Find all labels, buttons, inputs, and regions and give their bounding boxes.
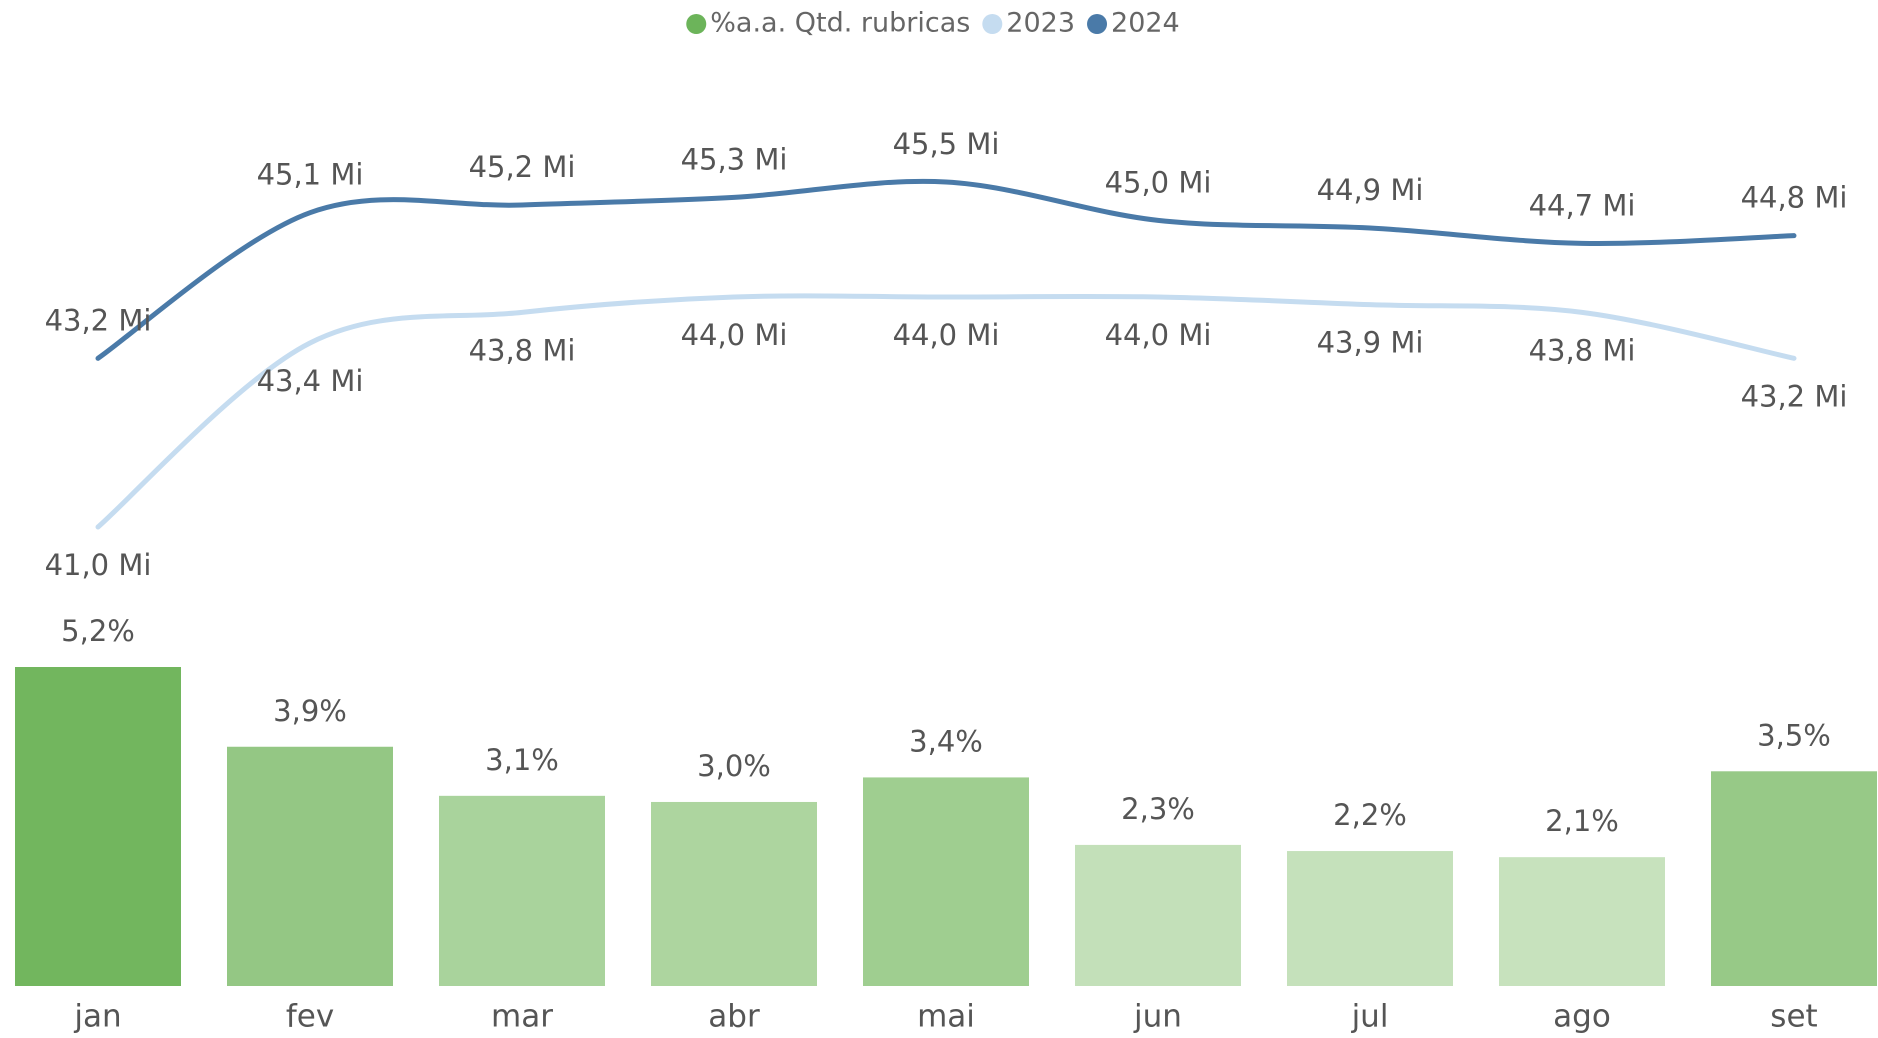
x-tick-label: abr — [708, 999, 760, 1035]
data-label: 2,2% — [1333, 798, 1407, 832]
line — [95, 178, 1797, 361]
data-label: 41,0 Mi — [45, 548, 152, 582]
legend-label: %a.a. Qtd. rubricas — [710, 8, 970, 39]
x-tick-label: mai — [917, 999, 975, 1035]
data-label: 3,4% — [909, 724, 983, 758]
x-tick-label: jan — [73, 999, 121, 1035]
legend-item: %a.a. Qtd. rubricas — [686, 8, 970, 39]
legend-marker — [686, 14, 707, 34]
bar — [1287, 851, 1453, 986]
data-label: 43,2 Mi — [45, 303, 152, 337]
legend: %a.a. Qtd. rubricas 2023 2024 — [686, 8, 1180, 39]
bar — [15, 667, 181, 986]
x-tick-label: fev — [286, 999, 334, 1035]
data-label: 44,0 Mi — [681, 318, 788, 352]
data-label: 44,0 Mi — [893, 318, 1000, 352]
data-label: 45,3 Mi — [681, 142, 788, 176]
data-label: 3,5% — [1757, 718, 1831, 752]
data-label: 43,4 Mi — [257, 364, 364, 398]
legend-label: 2023 — [1006, 8, 1075, 39]
data-label: 43,9 Mi — [1317, 326, 1424, 360]
data-label: 44,0 Mi — [1105, 318, 1212, 352]
bar — [227, 746, 393, 986]
data-label: 43,8 Mi — [1529, 333, 1636, 367]
bar — [1711, 771, 1877, 986]
data-label: 3,0% — [697, 749, 771, 783]
legend-label: 2024 — [1111, 8, 1180, 39]
bar — [1499, 857, 1665, 986]
data-label: 43,8 Mi — [469, 333, 576, 367]
bar — [439, 795, 605, 986]
data-label: 2,1% — [1545, 804, 1619, 838]
x-tick-label: jun — [1133, 999, 1182, 1035]
legend-item: 2023 — [982, 8, 1075, 39]
data-label: 44,8 Mi — [1741, 181, 1848, 215]
data-label: 45,2 Mi — [469, 150, 576, 184]
data-label: 43,2 Mi — [1741, 379, 1848, 413]
legend-marker — [1087, 14, 1108, 34]
data-label: 5,2% — [61, 614, 135, 648]
data-label: 3,1% — [485, 743, 559, 777]
data-label: 44,7 Mi — [1529, 188, 1636, 222]
data-label: 45,5 Mi — [893, 127, 1000, 161]
line — [95, 293, 1797, 530]
data-label: 45,1 Mi — [257, 158, 364, 192]
data-label: 44,9 Mi — [1317, 173, 1424, 207]
data-label: 2,3% — [1121, 792, 1195, 826]
bar — [1075, 844, 1241, 986]
bar — [651, 801, 817, 986]
legend-marker — [982, 14, 1003, 34]
x-tick-label: mar — [491, 999, 553, 1035]
bar — [863, 777, 1029, 986]
x-tick-label: ago — [1553, 999, 1611, 1035]
data-label: 3,9% — [273, 694, 347, 728]
x-tick-label: jul — [1351, 999, 1389, 1035]
data-label: 45,0 Mi — [1105, 165, 1212, 199]
x-tick-label: set — [1770, 999, 1817, 1035]
legend-item: 2024 — [1087, 8, 1180, 39]
